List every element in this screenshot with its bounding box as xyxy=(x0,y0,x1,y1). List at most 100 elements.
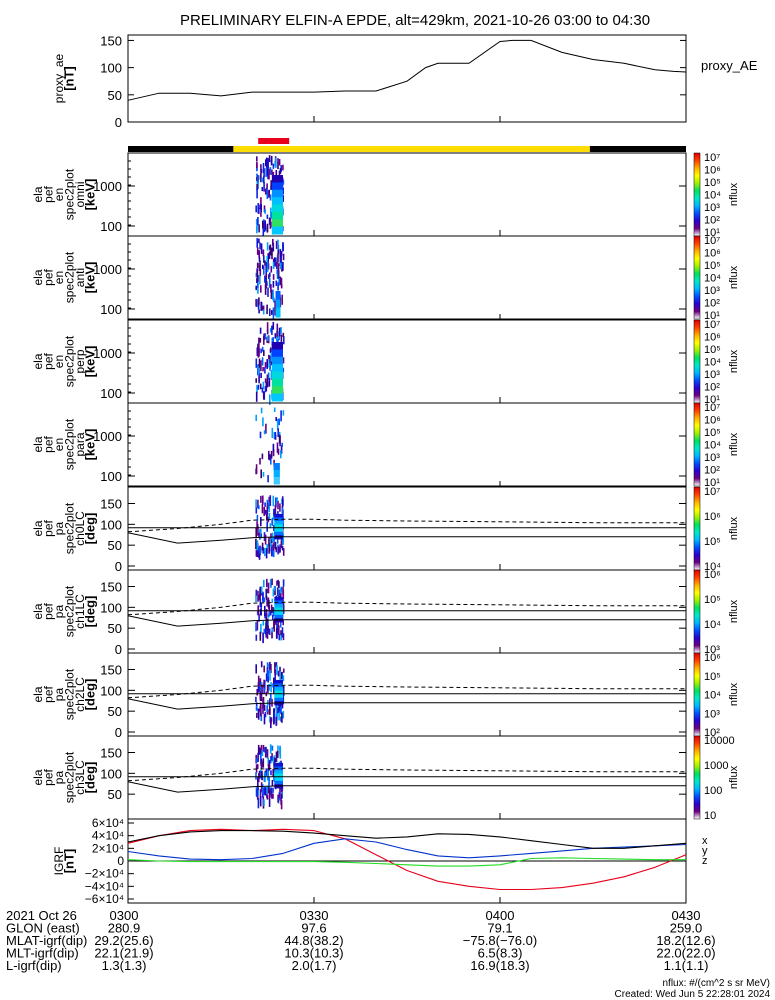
spectrogram-core xyxy=(271,349,283,358)
spectrogram-pixel xyxy=(275,716,277,726)
footer-value: 18.2(12.6) xyxy=(656,933,715,948)
spectrogram-pixel xyxy=(272,293,274,301)
spectrogram-pixel xyxy=(266,261,269,273)
footer-value: 6.5(8.3) xyxy=(478,946,523,961)
spectrogram-pixel xyxy=(270,352,273,362)
spectrogram-pixel xyxy=(269,348,272,353)
spectrogram-pixel xyxy=(264,333,267,340)
spectrogram-pixel xyxy=(267,757,270,767)
para-ylabel-3: spec2plot xyxy=(62,418,76,470)
spectrogram-pixel xyxy=(280,797,282,805)
spectrogram-pixel xyxy=(255,464,258,474)
spectrogram-core xyxy=(271,356,283,365)
spectrogram-pixel xyxy=(272,757,275,763)
spectrogram-pixel xyxy=(260,212,262,217)
spectrogram-pixel xyxy=(265,746,267,755)
spectrogram-pixel xyxy=(272,322,275,330)
spectrogram-core xyxy=(275,308,281,318)
spectrogram-pixel xyxy=(258,773,260,783)
colorbar-tick-ch2LC: 10⁶ xyxy=(704,652,721,664)
perp-ylabel-2: en xyxy=(52,355,66,368)
spectrogram-pixel xyxy=(266,359,268,369)
colorbar-tick-perp: 10⁵ xyxy=(704,344,721,356)
spectrogram-pixel xyxy=(262,758,265,768)
spectrogram-pixel xyxy=(266,329,269,335)
spectrogram-pixel xyxy=(259,275,261,285)
spectrogram-pixel xyxy=(258,532,260,538)
spectrogram-core xyxy=(271,197,283,205)
spectrogram-pixel xyxy=(265,609,268,617)
pitch-angle-core xyxy=(274,607,283,612)
footer-value: 1.1(1.1) xyxy=(664,958,709,973)
spectrogram-pixel xyxy=(268,776,270,785)
igrf-y-line xyxy=(127,838,687,861)
spectrogram-pixel xyxy=(282,242,284,251)
spectrogram-pixel xyxy=(257,590,259,602)
spectrogram-pixel xyxy=(269,308,271,316)
spectrogram-pixel xyxy=(271,517,274,526)
plot-title: PRELIMINARY ELFIN-A EPDE, alt=429km, 202… xyxy=(180,12,650,29)
spectrogram-pixel xyxy=(269,610,272,616)
pitch-angle-core xyxy=(274,517,283,522)
spectrogram-pixel xyxy=(268,543,270,554)
colorbar-tick-omni: 10¹ xyxy=(704,227,720,239)
pitch-angle-core xyxy=(274,770,283,775)
spectrogram-pixel xyxy=(269,167,272,175)
spectrogram-pixel xyxy=(267,787,270,794)
ytick-label-ch1LC: 0 xyxy=(115,642,122,657)
colorbar-tick-perp: 10⁴ xyxy=(704,357,721,369)
spectrogram-pixel xyxy=(268,502,270,513)
colorbar-tick-omni: 10³ xyxy=(704,202,720,214)
spectrogram-pixel xyxy=(263,222,265,233)
ytick-label-ch1LC: 50 xyxy=(108,621,122,636)
spectrogram-core xyxy=(271,342,283,350)
spectrogram-pixel xyxy=(263,507,265,516)
colorbar-tick-anti: 10⁴ xyxy=(704,273,721,285)
footer-value: 280.9 xyxy=(108,921,141,936)
spectrogram-pixel xyxy=(255,358,258,368)
colorbar-label-omni: nflux xyxy=(728,182,740,206)
spectrogram-pixel xyxy=(273,677,275,688)
spectrogram-pixel xyxy=(282,589,285,599)
spectrogram-pixel xyxy=(263,335,265,345)
spectrogram-pixel xyxy=(263,391,265,400)
spectrogram-pixel xyxy=(268,378,271,387)
spectrogram-pixel xyxy=(270,787,273,798)
spectrogram-pixel xyxy=(275,628,278,639)
spectrogram-pixel xyxy=(260,407,263,414)
spectrogram-pixel xyxy=(277,500,279,510)
spectrogram-core xyxy=(271,393,283,402)
spectrogram-pixel xyxy=(280,327,282,334)
spectrogram-pixel xyxy=(256,385,258,393)
spectrogram-pixel xyxy=(270,682,272,693)
spectrogram-pixel xyxy=(259,327,262,334)
spectrogram-pixel xyxy=(266,705,268,712)
spectrogram-pixel xyxy=(271,578,273,586)
spectrogram-pixel xyxy=(268,217,271,225)
spectrogram-pixel xyxy=(260,744,263,754)
footer-value: 1.3(1.3) xyxy=(102,958,147,973)
spectrogram-pixel xyxy=(255,664,257,674)
colorbar-tick-para: 10⁷ xyxy=(704,402,720,414)
spectrogram-pixel xyxy=(263,787,266,796)
spectrogram-pixel xyxy=(272,258,275,265)
spectrogram-pixel xyxy=(258,250,260,259)
spectrogram-pixel xyxy=(270,717,272,725)
spectrogram-pixel xyxy=(263,265,265,275)
spectrogram-pixel xyxy=(259,242,261,250)
spectrogram-pixel xyxy=(259,204,261,209)
spectrogram-pixel xyxy=(267,158,269,169)
panel-frame-ch0LC xyxy=(127,486,687,571)
ch0LC-ylabel-1: pef xyxy=(41,519,55,536)
spectrogram-pixel xyxy=(257,708,260,720)
spectrogram-pixel xyxy=(280,251,283,256)
science-zone-bar xyxy=(258,138,290,144)
spectrogram-pixel xyxy=(260,782,263,793)
spectrogram-pixel xyxy=(255,299,257,307)
spectrogram-pixel xyxy=(259,796,262,805)
spectrogram-pixel xyxy=(280,277,283,287)
spectrogram-pixel xyxy=(260,348,262,354)
spectrogram-pixel xyxy=(264,362,267,368)
spectrogram-pixel xyxy=(276,537,279,544)
spectrogram-pixel xyxy=(282,179,285,185)
